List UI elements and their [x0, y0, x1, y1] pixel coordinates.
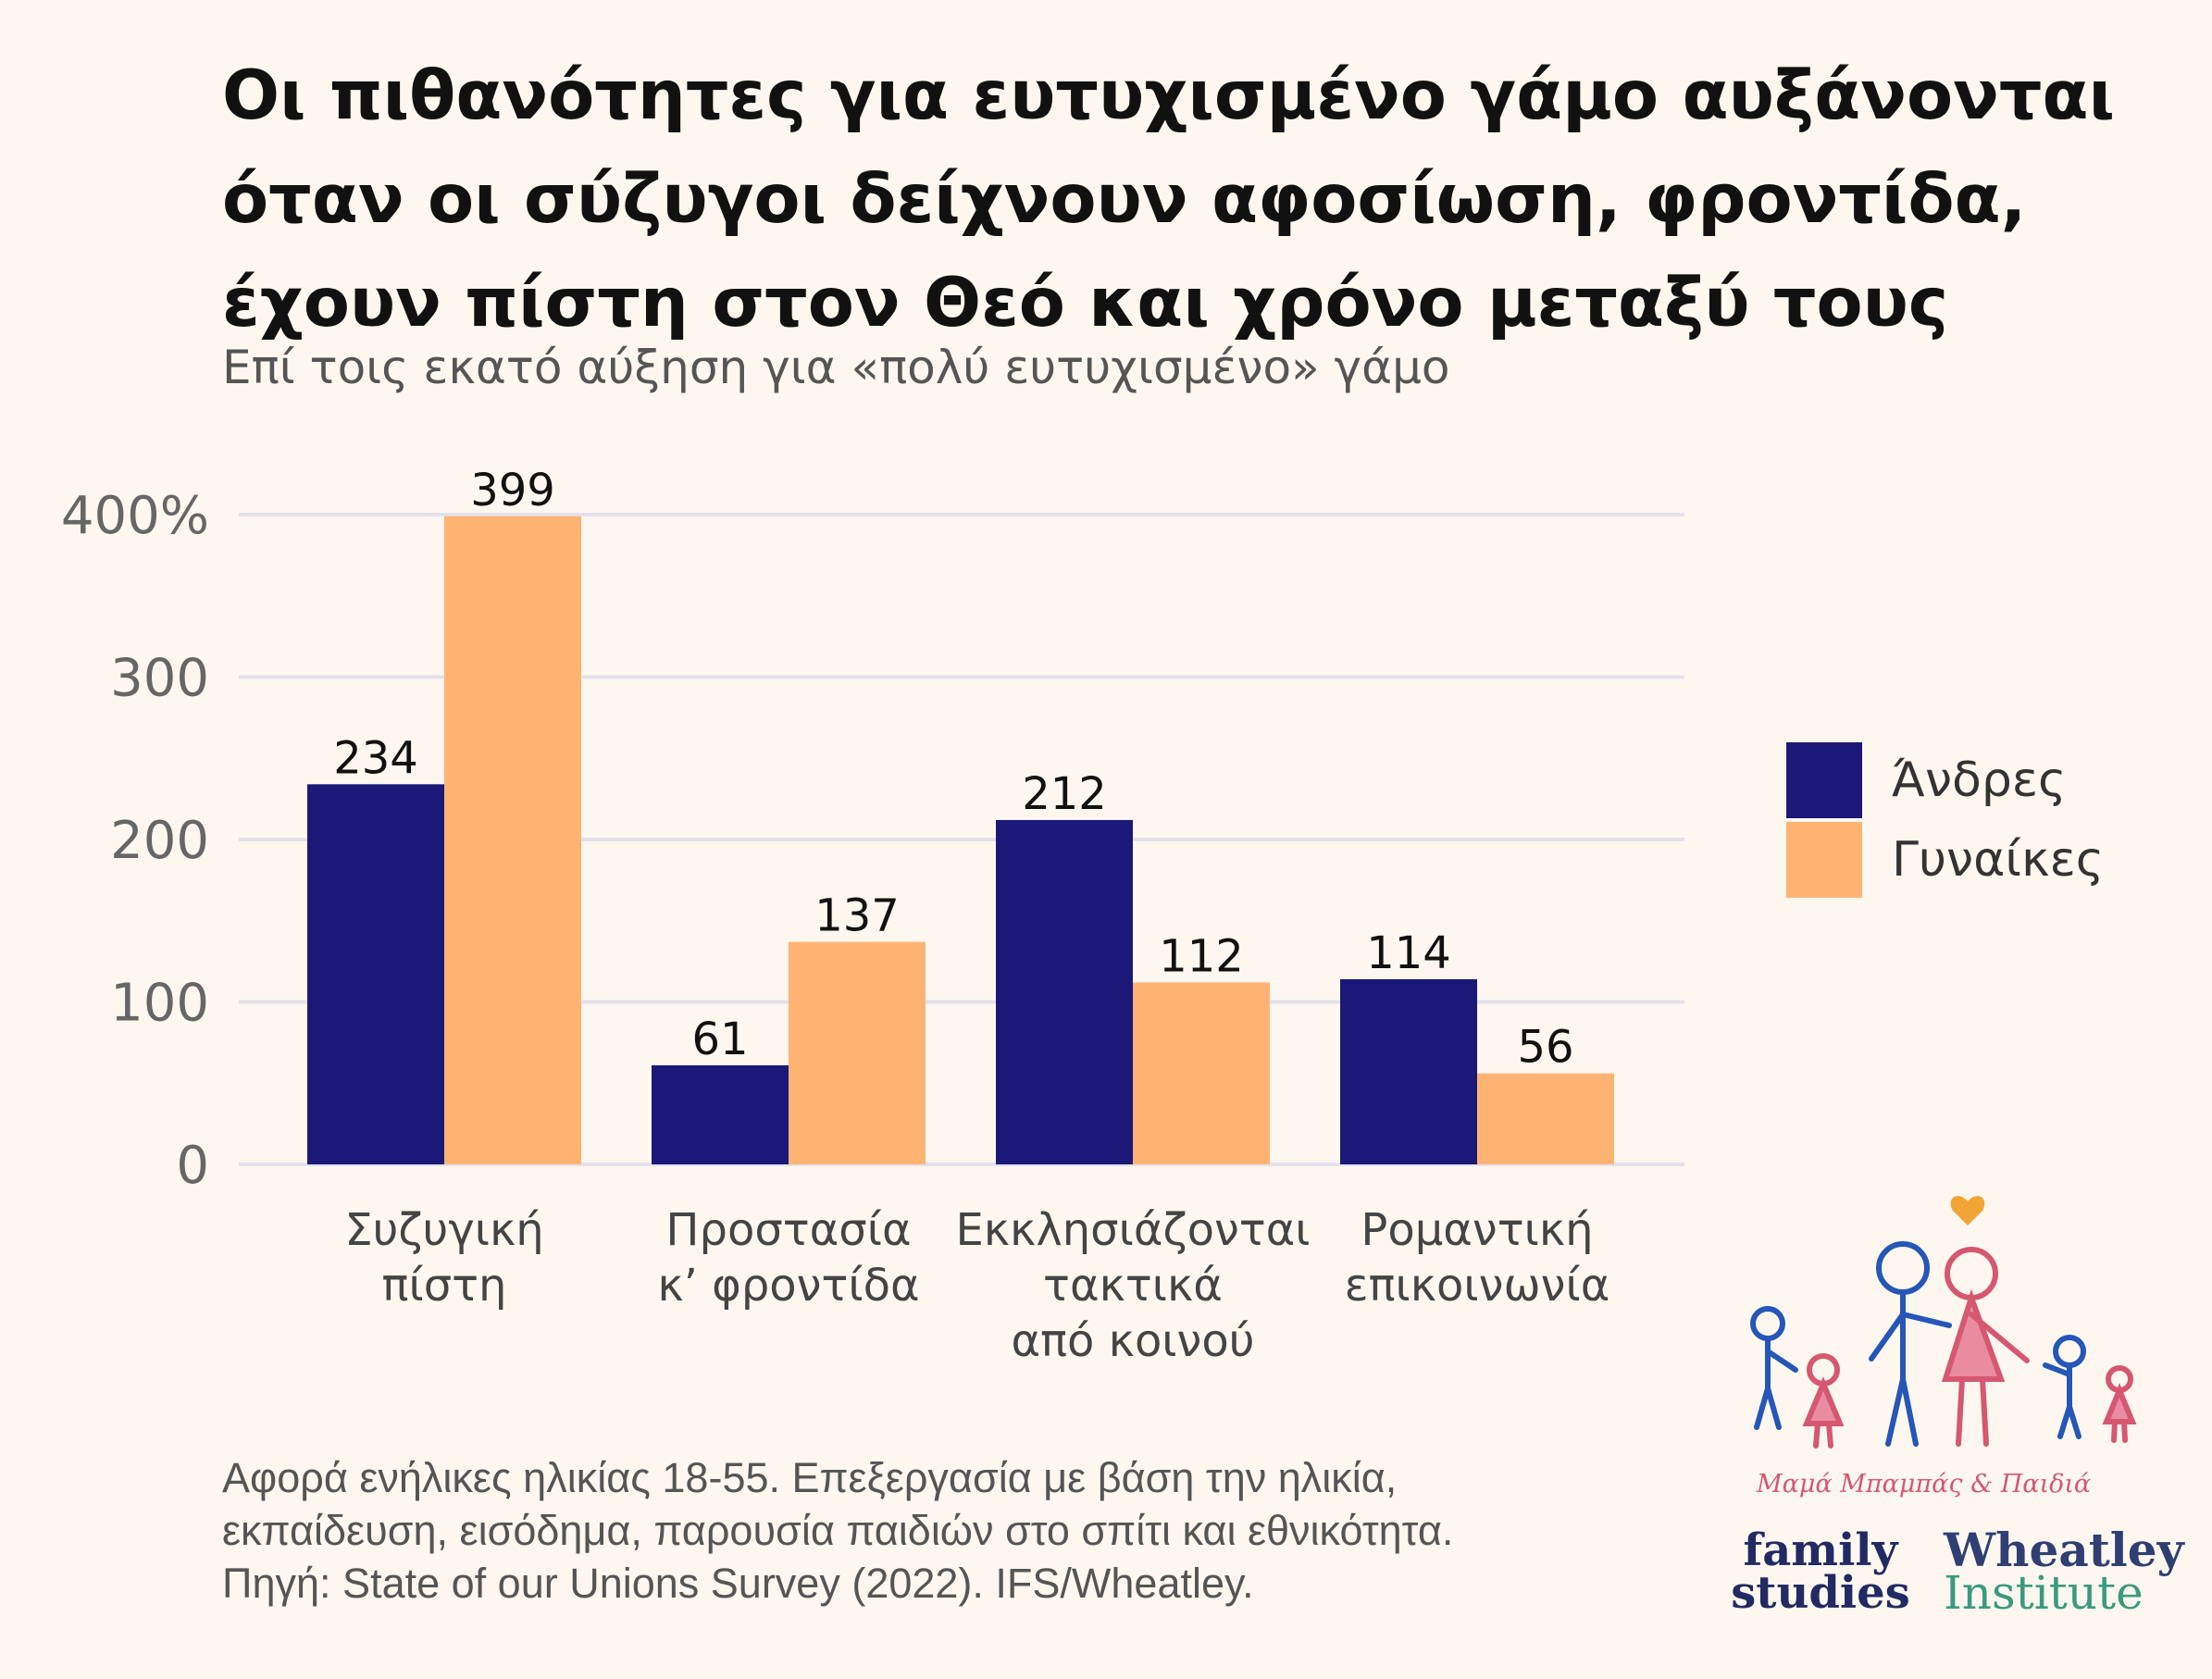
y-tick-label: 200: [110, 811, 209, 871]
data-label: 112: [1159, 930, 1244, 982]
bar-women: [444, 516, 581, 1164]
legend-item-men: Άνδρες: [1786, 740, 2104, 820]
x-tick-label: από κοινού: [1011, 1315, 1254, 1367]
bar-women: [1477, 1073, 1614, 1164]
legend-swatch-men: [1786, 742, 1862, 818]
x-tick-label: Προστασία: [665, 1204, 911, 1256]
family-studies-logo: family studies: [1723, 1524, 1918, 1619]
y-tick-label: 0: [176, 1136, 209, 1196]
x-tick-label: επικοινωνία: [1345, 1260, 1610, 1312]
title-line: έχουν πίστη στον Θεό και χρόνο μεταξύ το…: [222, 264, 1949, 342]
chart-title: Οι πιθανότητες για ευτυχισμένο γάμο αυξά…: [222, 44, 2166, 355]
wheatley-logo-line: Wheatley: [1944, 1523, 2184, 1577]
data-label: 399: [470, 465, 555, 516]
institute-logo-line: Institute: [1944, 1566, 2144, 1620]
footnote-line: Αφορά ενήλικες ηλικίας 18-55. Επεξεργασί…: [222, 1454, 1398, 1501]
x-tick-label: τακτικά: [1043, 1260, 1223, 1312]
x-tick-label: Συζυγική: [344, 1204, 543, 1256]
footnote-line: εκπαίδευση, εισόδημα, παρουσία παιδιών σ…: [222, 1507, 1454, 1554]
family-studies-logo-line: family: [1743, 1524, 1898, 1576]
bar-men: [996, 819, 1133, 1164]
y-tick-label: 100: [110, 974, 209, 1034]
bar-men: [307, 784, 444, 1164]
legend-label-men: Άνδρες: [1892, 752, 2067, 808]
data-label: 137: [814, 890, 900, 942]
family-illustration-icon: [1750, 1196, 2137, 1449]
bar-men: [652, 1064, 789, 1164]
title-line: όταν οι σύζυγοι δείχνουν αφοσίωση, φροντ…: [222, 160, 2027, 239]
footnote-line: Πηγή: State of our Unions Survey (2022).…: [222, 1560, 1254, 1607]
bar-women: [1133, 982, 1270, 1164]
data-label: 212: [1022, 768, 1107, 820]
x-tick-label: Εκκλησιάζονται: [955, 1204, 1310, 1256]
legend-item-women: Γυναίκες: [1786, 820, 2104, 900]
legend-label-women: Γυναίκες: [1892, 832, 2105, 888]
bar-men: [1340, 978, 1477, 1164]
y-tick-label: 300: [110, 649, 209, 709]
mascot-label: Μαμά Μπαμπάς & Παιδιά: [1757, 1470, 2092, 1499]
data-label: 234: [333, 732, 418, 784]
data-label: 61: [691, 1014, 748, 1065]
footnote: Αφορά ενήλικες ηλικίας 18-55. Επεξεργασί…: [222, 1451, 1703, 1610]
legend: Άνδρες Γυναίκες: [1786, 740, 2104, 900]
x-tick-label: πίστη: [382, 1260, 507, 1312]
bar-women: [789, 941, 926, 1164]
legend-swatch-women: [1786, 822, 1862, 898]
data-label: 56: [1517, 1022, 1573, 1074]
title-line: Οι πιθανότητες για ευτυχισμένο γάμο αυξά…: [222, 56, 2115, 135]
family-studies-logo-line: studies: [1731, 1567, 1910, 1619]
data-label: 114: [1366, 927, 1451, 979]
x-tick-label: Ρομαντική: [1361, 1204, 1593, 1256]
y-tick-label: 400%: [61, 486, 209, 546]
chart-subtitle: Επί τοις εκατό αύξηση για «πολύ ευτυχισμ…: [222, 341, 1450, 394]
x-tick-label: κ’ φροντίδα: [657, 1260, 919, 1312]
wheatley-institute-logo: Wheatley Institute: [1944, 1523, 2184, 1620]
